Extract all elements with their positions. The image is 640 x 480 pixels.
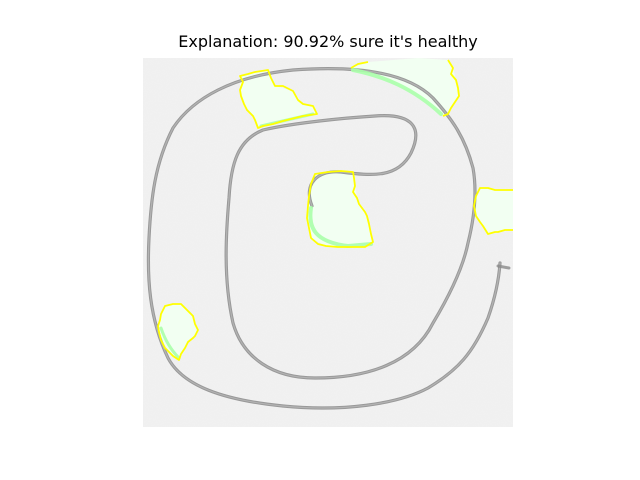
outline-center: [306, 170, 374, 248]
spiral-drawing-svg: [143, 58, 513, 427]
outline-top-left: [239, 69, 318, 129]
accent-top-right: [351, 68, 443, 116]
accent-center: [308, 206, 373, 249]
plot-title: Explanation: 90.92% sure it's healthy: [178, 32, 478, 51]
highlight-outlines: [157, 59, 513, 361]
accent-bottom-left: [159, 326, 181, 360]
outline-bottom-left: [157, 303, 199, 361]
outline-top-right: [350, 59, 460, 117]
outline-right: [473, 187, 513, 235]
highlight-region-top-left: [240, 70, 317, 128]
spiral-stroke-highlight: [147, 68, 501, 409]
spiral-strokes: [146, 67, 511, 410]
highlight-region-right: [474, 188, 513, 234]
highlight-region-center: [307, 172, 373, 247]
explanation-image: [143, 58, 513, 427]
spiral-tail: [496, 264, 511, 270]
